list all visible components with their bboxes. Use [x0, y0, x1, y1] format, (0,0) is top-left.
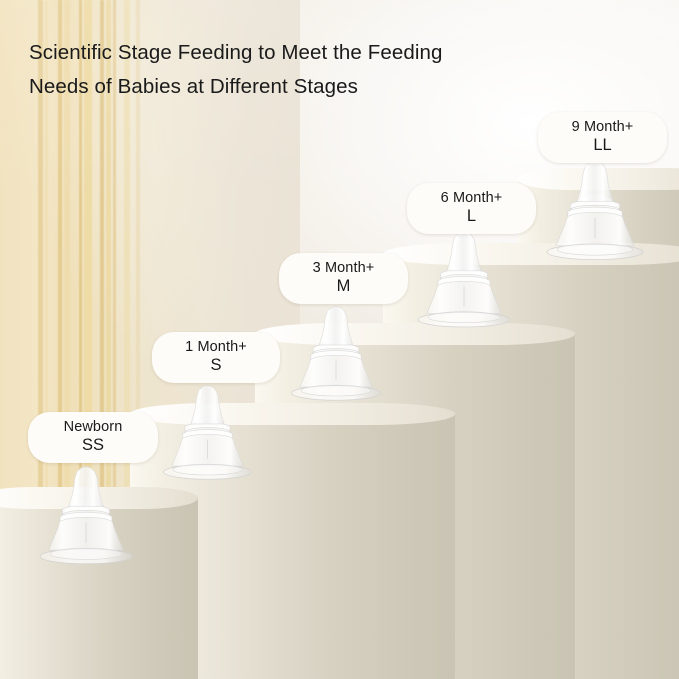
bottle-nipple-graphic — [163, 385, 252, 480]
page-title: Scientific Stage Feeding to Meet the Fee… — [29, 36, 569, 104]
title-line-2: Needs of Babies at Different Stages — [29, 75, 359, 98]
bottle-nipple-graphic — [39, 466, 133, 565]
bottle-nipple-graphic — [417, 231, 511, 328]
stage-age-label: 6 Month+ — [440, 190, 503, 206]
nipple-base-inner-ring — [427, 311, 501, 324]
stage-label-9month[interactable]: 9 Month+ LL — [538, 112, 667, 163]
stage-age-label: 9 Month+ — [571, 119, 634, 135]
bottle-nipple-graphic — [291, 306, 381, 401]
nipple-6month — [402, 228, 526, 338]
nipple-collar-ring-lower — [310, 350, 362, 360]
stage-age-label: 1 Month+ — [185, 339, 247, 355]
nipple-base-inner-ring — [300, 384, 372, 397]
title-line-1: Scientific Stage Feeding to Meet the Fee… — [29, 41, 443, 64]
stage-flow-label: LL — [593, 136, 612, 155]
nipple-base-flange — [417, 311, 511, 328]
nipple-highlight — [322, 310, 330, 344]
nipple-collar-ring-lower — [567, 206, 623, 218]
nipple-base-flange — [546, 244, 644, 260]
nipple-1month — [148, 382, 267, 490]
stage-flow-label: SS — [81, 436, 104, 455]
stage-label-6month[interactable]: 6 Month+ L — [407, 183, 536, 234]
nipple-base-inner-ring — [172, 463, 243, 476]
nipple-base-inner-ring — [49, 547, 123, 560]
stage-label-3month[interactable]: 3 Month+ M — [279, 253, 408, 304]
nipple-3month — [276, 303, 396, 411]
nipple-highlight — [580, 164, 589, 201]
nipple-9month — [530, 157, 660, 271]
nipple-collar-ring-lower — [437, 276, 491, 286]
stage-flow-label: L — [466, 207, 477, 226]
stage-age-label: 3 Month+ — [312, 260, 375, 276]
stage-label-1month[interactable]: 1 Month+ S — [152, 332, 280, 383]
stage-label-newborn[interactable]: Newborn SS — [28, 412, 158, 463]
stage-age-label: Newborn — [63, 419, 123, 435]
nipple-base-inner-ring — [556, 243, 634, 256]
stage-flow-label: S — [210, 356, 222, 375]
stage-flow-label: M — [336, 277, 351, 296]
bottle-nipple-graphic — [546, 160, 644, 260]
nipple-highlight — [450, 235, 458, 270]
nipple-newborn — [24, 463, 148, 575]
